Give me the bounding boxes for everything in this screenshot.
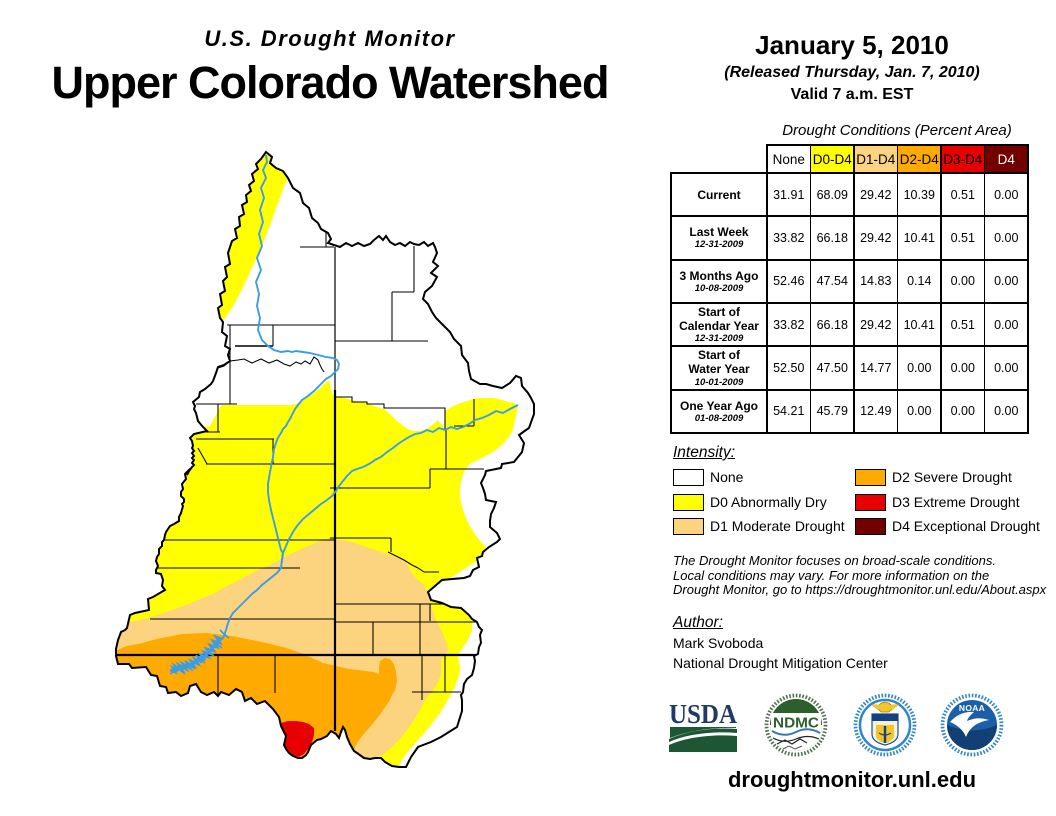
svg-text:NDMC: NDMC <box>773 716 820 732</box>
svg-text:NOAA: NOAA <box>959 703 985 713</box>
svg-text:USDA: USDA <box>669 699 737 729</box>
